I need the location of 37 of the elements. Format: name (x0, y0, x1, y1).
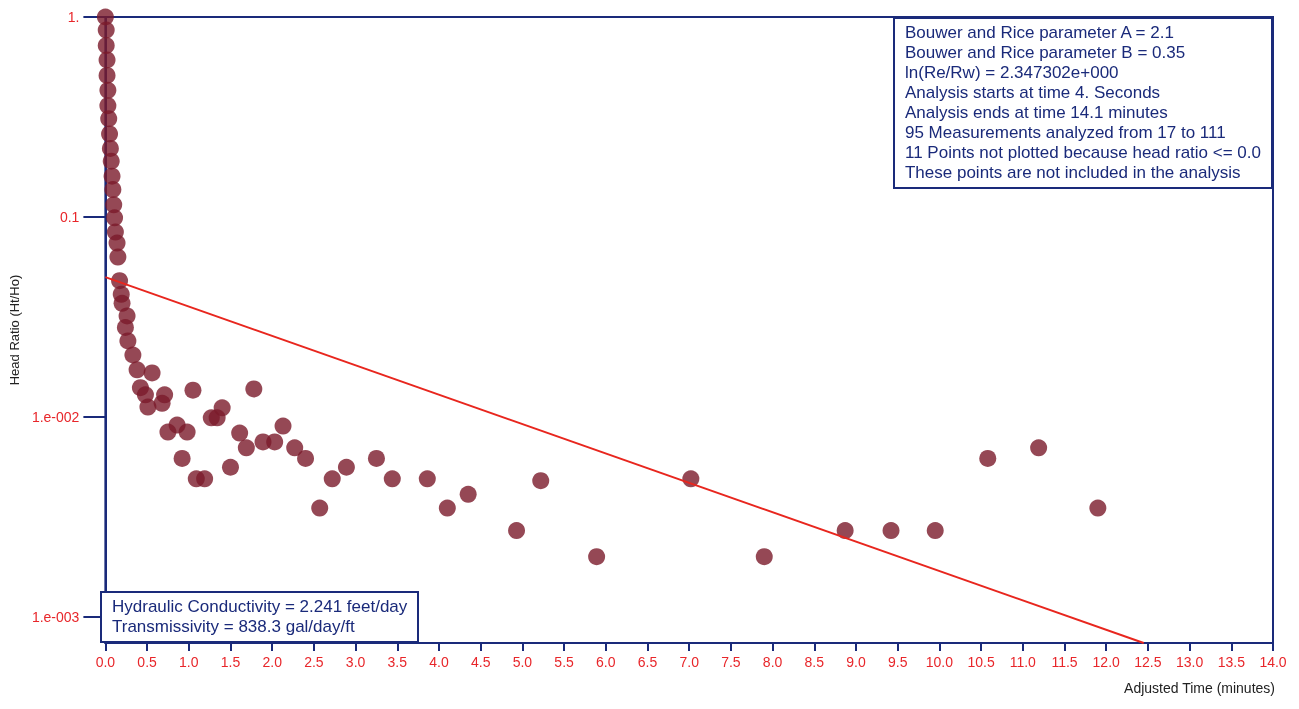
x-tick-label: 9.0 (846, 654, 866, 670)
x-tick-label: 3.5 (387, 654, 408, 670)
x-tick-label: 11.5 (1051, 654, 1078, 670)
x-tick-label: 10.5 (967, 654, 995, 670)
x-tick-label: 0.5 (137, 654, 158, 670)
x-tick-label: 5.5 (554, 654, 575, 670)
x-tick-label: 1.0 (179, 654, 199, 670)
x-tick-label: 6.5 (637, 654, 658, 670)
x-tick-label: 2.5 (304, 654, 324, 670)
x-tick-label: 13.0 (1175, 654, 1204, 670)
x-tick-label: 10.0 (925, 654, 954, 670)
y-tick-label: 1.e-003 (31, 608, 80, 625)
x-tick-label: 6.0 (596, 654, 616, 670)
x-tick-label: 8.0 (762, 654, 783, 670)
x-tick-label: 4.0 (429, 654, 449, 670)
x-tick-label: 4.5 (470, 654, 491, 670)
x-tick-label: 13.5 (1217, 654, 1246, 670)
x-tick-label: 12.0 (1092, 654, 1121, 670)
x-tick-label: 8.5 (804, 654, 825, 670)
annotation: Bouwer and Rice parameter A = 2.1 Bouwer and Rice parameter B = 0.35 ln(Re/Rw) = 2.347302e+000 Analysis starts at time 4. Seconds Analysis ends at time 14.1 minutes 95 Measurements analyzed from 17 to 111 11 Points not plotted because head ratio <= 0.0 These points are not included in the analysis (892, 17, 1273, 189)
x-axis-title: Adjusted Time (minutes) (1124, 680, 1275, 696)
x-tick-label: 7.5 (721, 654, 741, 670)
x-tick-label: 9.5 (887, 654, 908, 670)
y-tick-label: 1. (67, 9, 80, 25)
x-tick-label: 7.0 (679, 654, 700, 670)
y-axis-title: Head Ratio (Ht/Ho) (7, 274, 22, 386)
x-tick-label: 12.5 (1134, 654, 1162, 670)
x-tick-label: 3.0 (345, 654, 366, 670)
x-tick-label: 14.0 (1259, 654, 1287, 670)
annotation: Hydraulic Conductivity = 2.241 feet/day Transmissivity = 838.3 gal/day/ft (100, 591, 420, 643)
x-tick-label: 1.5 (220, 654, 241, 670)
y-tick-label: 0.1 (59, 208, 80, 225)
y-tick-label: 1.e-002 (31, 408, 80, 425)
x-tick-label: 11.0 (1009, 654, 1037, 670)
x-tick-label: 5.0 (512, 654, 533, 670)
x-tick-label: 0.0 (95, 654, 116, 670)
x-tick-label: 2.0 (262, 654, 283, 670)
